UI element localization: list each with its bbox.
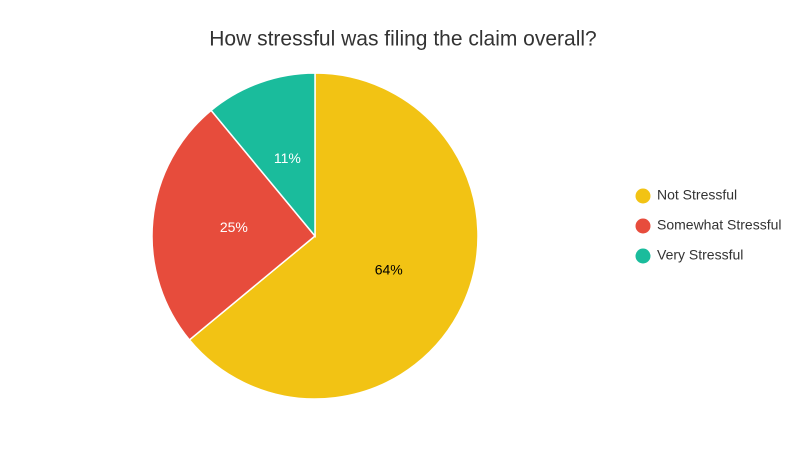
- legend-swatch: [635, 218, 651, 234]
- chart-title: How stressful was filing the claim overa…: [209, 28, 596, 51]
- pie-slice: [210, 72, 316, 239]
- pie-slice: [151, 109, 317, 341]
- data-label: 64%: [375, 261, 403, 277]
- data-label: 25%: [220, 219, 248, 235]
- pie-slice: [188, 72, 479, 400]
- legend-swatch: [635, 248, 651, 264]
- legend-label: Very Stressful: [657, 247, 743, 263]
- legend-label: Not Stressful: [657, 187, 737, 203]
- data-label: 11%: [274, 150, 301, 166]
- legend-label: Somewhat Stressful: [657, 217, 782, 233]
- legend-swatch: [635, 188, 651, 204]
